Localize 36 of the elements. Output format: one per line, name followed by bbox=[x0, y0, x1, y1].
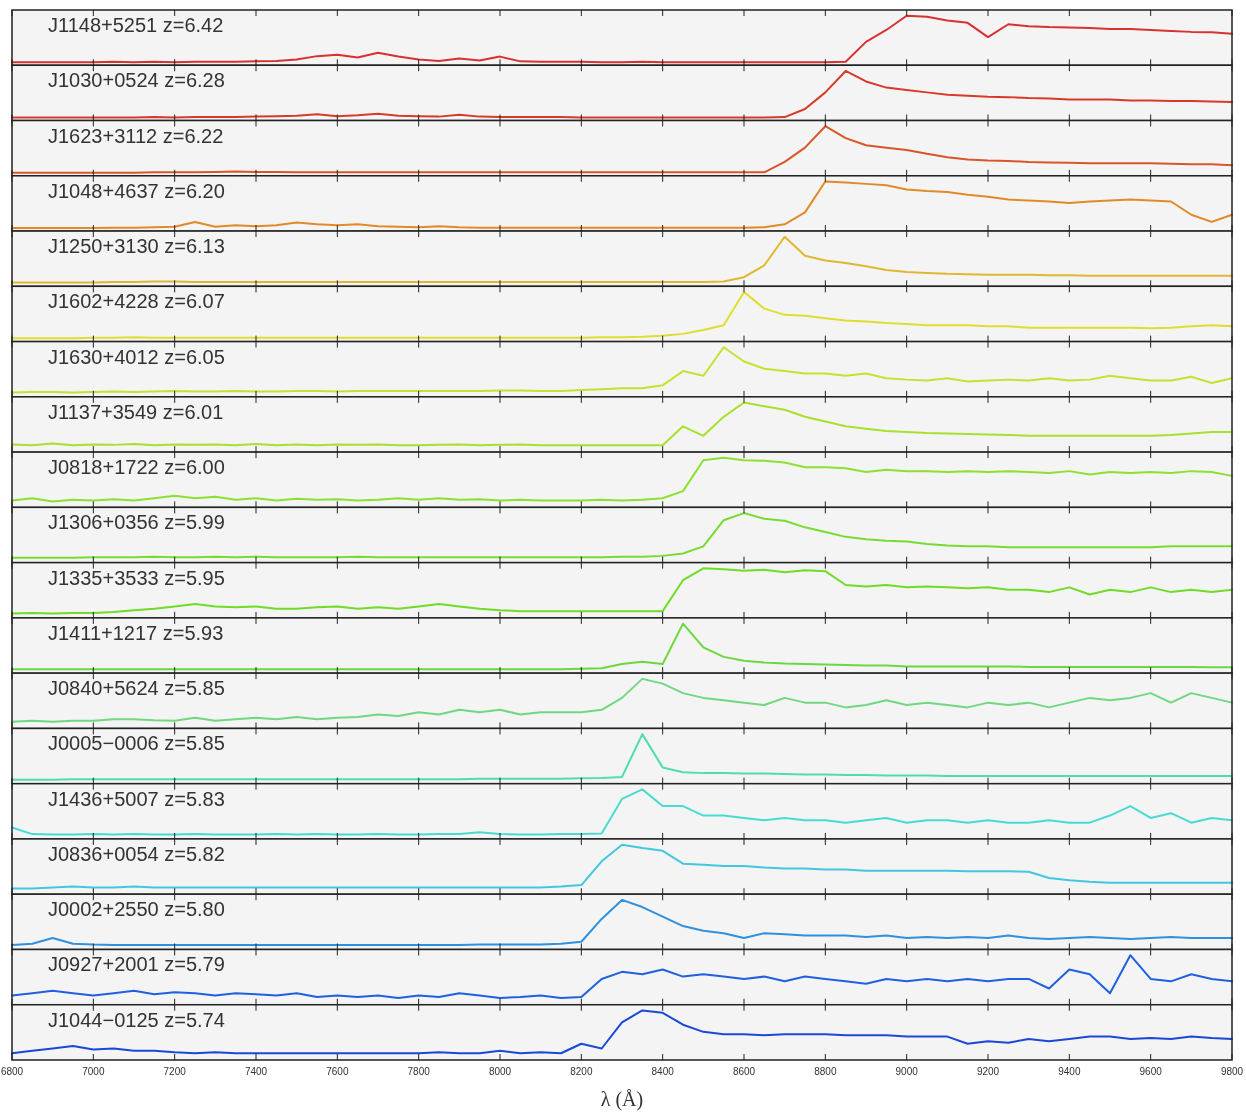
chart-title: J1137+3549 z=6.01 bbox=[48, 400, 224, 423]
x-tick-label: 9400 bbox=[1058, 1066, 1081, 1077]
x-tick-label: 9000 bbox=[895, 1066, 919, 1077]
chart-title: J0836+0054 z=5.82 bbox=[48, 842, 225, 865]
chart-title: J1044−0125 z=5.74 bbox=[48, 1008, 225, 1031]
x-tick-label: 6800 bbox=[0, 1066, 24, 1077]
chart-title: J0818+1722 z=6.00 bbox=[48, 456, 225, 479]
x-tick-label: 8000 bbox=[488, 1066, 512, 1077]
chart-title: J1030+0524 z=6.28 bbox=[48, 69, 225, 92]
chart-title: J1602+4228 z=6.07 bbox=[48, 290, 225, 313]
chart-title: J1623+3112 z=6.22 bbox=[48, 124, 224, 147]
x-tick-label: 9200 bbox=[976, 1066, 1000, 1077]
x-tick-label: 8600 bbox=[732, 1066, 756, 1077]
x-axis-title: λ (Å) bbox=[600, 1088, 644, 1111]
chart-title: J0002+2550 z=5.80 bbox=[48, 898, 225, 921]
x-tick-label: 8400 bbox=[651, 1066, 675, 1077]
x-tick-label: 9600 bbox=[1139, 1066, 1163, 1077]
chart-title: J1250+3130 z=6.13 bbox=[48, 235, 225, 258]
x-tick-label: 7800 bbox=[407, 1066, 431, 1077]
chart-title: J1411+1217 z=5.93 bbox=[48, 621, 224, 644]
x-tick-label: 8200 bbox=[570, 1066, 593, 1077]
chart-title: J0840+5624 z=5.85 bbox=[48, 677, 225, 700]
x-tick-label: 7000 bbox=[82, 1066, 105, 1077]
chart-title: J1630+4012 z=6.05 bbox=[48, 345, 225, 368]
x-tick-label: 7400 bbox=[244, 1066, 268, 1077]
x-tick-label: 9800 bbox=[1220, 1066, 1244, 1077]
x-tick-label: 7200 bbox=[163, 1066, 187, 1077]
x-tick-label: 8800 bbox=[814, 1066, 837, 1077]
chart-title: J0927+2001 z=5.79 bbox=[48, 953, 225, 976]
chart-title: J1048+4637 z=6.20 bbox=[48, 179, 225, 202]
chart-title: J0005−0006 z=5.85 bbox=[48, 732, 225, 755]
chart-title: J1148+5251 z=6.42 bbox=[48, 14, 224, 36]
chart-title: J1436+5007 z=5.83 bbox=[48, 787, 225, 810]
x-tick-label: 7600 bbox=[326, 1066, 349, 1077]
chart-title: J1306+0356 z=5.99 bbox=[48, 511, 225, 534]
chart-title: J1335+3533 z=5.95 bbox=[48, 566, 225, 589]
